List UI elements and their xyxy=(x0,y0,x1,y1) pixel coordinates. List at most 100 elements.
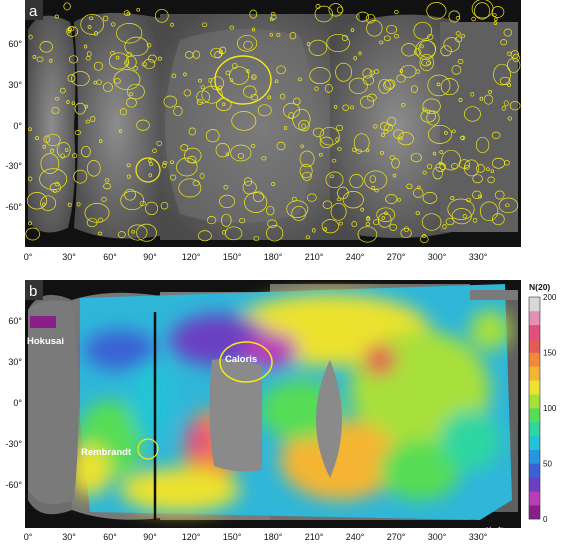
crater-outline xyxy=(71,71,90,87)
crater-outline xyxy=(170,160,174,165)
crater-outline xyxy=(422,98,441,115)
crater-outline xyxy=(383,79,394,91)
crater-outline xyxy=(410,85,418,93)
crater-outline xyxy=(299,164,313,179)
panel-a-label: a xyxy=(29,3,38,20)
crater-outline xyxy=(440,78,459,96)
crater-outline xyxy=(115,55,120,60)
crater-outline xyxy=(385,194,398,204)
x-tick-b-180: 180° xyxy=(264,532,283,542)
rembrandt-outline-a xyxy=(135,157,161,183)
crater-outline xyxy=(374,188,379,193)
crater-outline xyxy=(237,152,245,159)
crater-outline xyxy=(120,190,145,211)
colorbar-swatch xyxy=(529,380,540,395)
crater-outline xyxy=(297,77,303,82)
crater-outline xyxy=(479,201,499,222)
crater-outline xyxy=(439,150,444,154)
colorbar: N(20) 200 150 100 50 0 xyxy=(528,282,557,524)
crater-outline xyxy=(342,104,349,112)
crater-outline xyxy=(474,2,491,20)
crater-outline xyxy=(50,148,55,153)
crater-outline xyxy=(67,26,75,32)
crater-outline xyxy=(472,190,482,199)
crater-outline xyxy=(198,78,202,83)
crater-outline xyxy=(305,235,310,240)
crater-outline xyxy=(67,29,71,34)
crater-outline xyxy=(400,64,417,78)
crater-outline xyxy=(319,136,334,149)
watermark: 头条 @星 xyxy=(484,525,531,539)
crater-outline xyxy=(451,208,472,225)
crater-outline xyxy=(246,69,250,73)
crater-outline xyxy=(74,102,86,115)
crater-outline xyxy=(42,144,47,149)
crater-outline xyxy=(148,173,153,178)
crater-outline xyxy=(26,192,48,210)
crater-outline xyxy=(60,153,65,159)
x-tick-a-0: 0° xyxy=(24,252,33,262)
crater-outline xyxy=(353,56,358,61)
crater-outline xyxy=(239,217,246,224)
crater-outline xyxy=(267,219,278,228)
crater-outline xyxy=(503,28,513,37)
crater-outline xyxy=(279,93,286,100)
crater-outline xyxy=(56,142,71,158)
crater-outline xyxy=(394,10,399,15)
crater-outline xyxy=(314,86,319,91)
crater-outline xyxy=(509,101,521,111)
crater-outline xyxy=(43,135,51,143)
crater-outline xyxy=(183,89,192,97)
crater-outline xyxy=(504,203,510,208)
crater-outline xyxy=(447,198,475,220)
crater-outline xyxy=(460,136,465,140)
crater-outline xyxy=(300,144,304,149)
y-tick-a-60: 60° xyxy=(8,39,22,49)
crater-outline xyxy=(426,2,447,20)
crater-outline xyxy=(413,21,432,40)
crater-outline xyxy=(108,52,129,70)
crater-outline xyxy=(215,143,230,158)
crater-outline xyxy=(173,106,183,117)
crater-outline xyxy=(89,16,94,21)
crater-outline xyxy=(415,211,420,215)
crater-outline xyxy=(472,174,483,184)
crater-outline xyxy=(110,22,116,27)
crater-outline xyxy=(501,106,506,111)
crater-outline xyxy=(373,219,380,226)
hokusai-high-density xyxy=(30,316,56,328)
caloris-outline-b xyxy=(219,341,273,383)
crater-outline xyxy=(445,217,455,226)
crater-outline xyxy=(460,34,466,39)
y-tick-b-60: 60° xyxy=(8,316,22,326)
y-tick-b-m60: -60° xyxy=(5,480,22,490)
crater-outline xyxy=(322,200,333,209)
crater-outline xyxy=(276,141,286,151)
colorbar-swatch xyxy=(529,491,540,506)
crater-outline xyxy=(427,74,451,97)
crater-outline xyxy=(458,98,463,102)
crater-outline xyxy=(422,170,427,175)
crater-outline xyxy=(337,186,349,200)
crater-outline xyxy=(283,125,288,131)
crater-outline xyxy=(387,116,397,127)
crater-outline xyxy=(337,147,342,151)
crater-outline xyxy=(271,182,276,186)
crater-outline xyxy=(455,16,461,21)
crater-outline xyxy=(321,219,340,234)
crater-outline xyxy=(472,218,478,223)
crater-outline xyxy=(369,175,377,183)
x-tick-b-30: 30° xyxy=(62,532,76,542)
crater-outline xyxy=(53,188,57,193)
crater-outline xyxy=(160,201,169,210)
crater-outline xyxy=(493,21,498,26)
crater-outline xyxy=(442,224,447,230)
crater-outline xyxy=(378,40,384,45)
crater-outline xyxy=(470,91,475,97)
y-tick-a-0: 0° xyxy=(13,121,22,131)
colorbar-swatch xyxy=(529,435,540,450)
crater-outline xyxy=(27,176,33,182)
crater-outline xyxy=(131,229,135,234)
crater-outline xyxy=(196,99,203,106)
crater-outline xyxy=(426,110,440,126)
